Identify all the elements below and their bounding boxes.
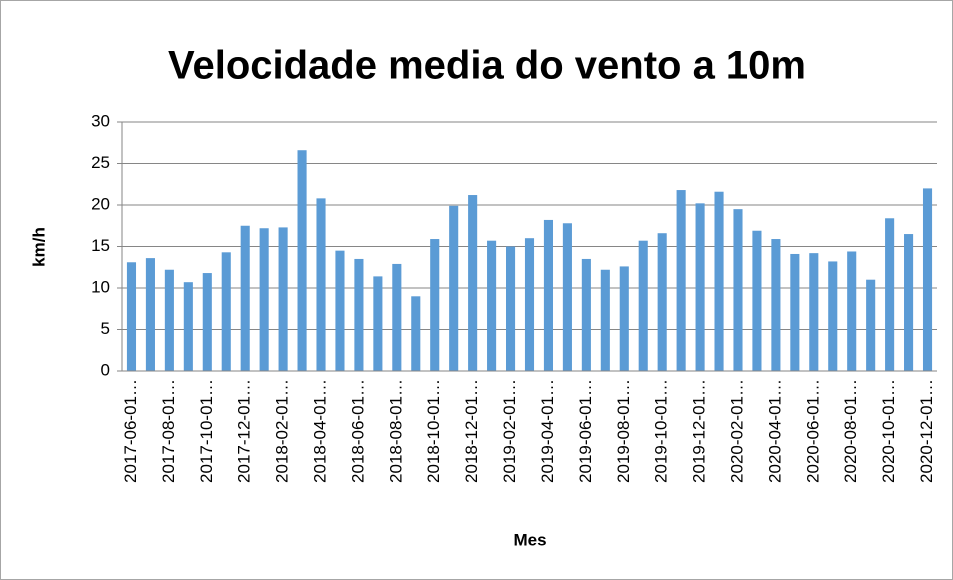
x-tick-label: 2020-12-01… — [917, 379, 936, 483]
bar — [221, 252, 231, 371]
bar — [543, 219, 554, 371]
bar — [487, 240, 497, 371]
x-tick-label: 2018-12-01… — [462, 379, 481, 483]
x-tick-label: 2018-04-01… — [310, 379, 329, 483]
bar — [828, 261, 838, 371]
bar — [411, 296, 421, 371]
bar — [752, 230, 762, 371]
x-tick-label: 2019-10-01… — [652, 379, 671, 483]
x-tick-label: 2019-04-01… — [538, 379, 557, 483]
y-tick-label: 20 — [91, 194, 110, 213]
bar — [771, 239, 781, 371]
bar — [524, 238, 535, 371]
x-tick-label: 2017-12-01… — [235, 379, 254, 483]
x-tick-label: 2020-04-01… — [765, 379, 784, 483]
x-tick-label: 2019-02-01… — [500, 379, 519, 483]
x-tick-label: 2018-02-01… — [273, 379, 292, 483]
bar — [240, 225, 250, 371]
bar — [392, 263, 402, 371]
y-tick-label: 0 — [101, 360, 110, 379]
bar — [449, 205, 459, 371]
y-tick-label: 5 — [101, 319, 110, 338]
bar — [164, 269, 174, 371]
bar — [126, 262, 137, 371]
bar — [183, 282, 193, 371]
bar — [790, 253, 800, 371]
x-tick-label: 2017-08-01… — [159, 379, 178, 483]
bar — [354, 258, 364, 371]
bar — [505, 246, 516, 371]
x-tick-label: 2017-10-01… — [197, 379, 216, 483]
x-tick-label: 2019-06-01… — [576, 379, 595, 483]
bar — [922, 188, 933, 371]
y-tick-label: 15 — [91, 236, 110, 255]
bar — [657, 233, 667, 371]
bar — [847, 251, 857, 371]
bar — [202, 273, 212, 371]
bar — [278, 227, 288, 371]
x-tick-label: 2020-10-01… — [879, 379, 898, 483]
x-tick-label: 2017-06-01… — [121, 379, 140, 483]
bar — [733, 209, 743, 371]
y-tick-label: 10 — [91, 277, 110, 296]
bar — [600, 269, 610, 371]
x-tick-label: 2020-06-01… — [803, 379, 822, 483]
bar — [259, 228, 269, 371]
y-tick-label: 30 — [91, 111, 110, 130]
bar — [581, 258, 591, 371]
bar — [809, 253, 819, 371]
bar — [904, 234, 914, 371]
x-tick-label: 2018-06-01… — [348, 379, 367, 483]
x-tick-label: 2019-12-01… — [690, 379, 709, 483]
bar — [866, 279, 876, 371]
x-tick-label: 2020-08-01… — [841, 379, 860, 483]
bar — [297, 150, 307, 371]
x-tick-label: 2018-10-01… — [424, 379, 443, 483]
bar — [676, 190, 686, 371]
bar — [145, 258, 155, 371]
bar — [695, 203, 705, 371]
chart-title: Velocidade media do vento a 10m — [168, 44, 806, 88]
bar — [316, 198, 326, 371]
x-tick-label: 2020-02-01… — [727, 379, 746, 483]
bar — [468, 195, 478, 371]
bar — [430, 239, 440, 371]
bar — [562, 223, 572, 371]
x-tick-label: 2019-08-01… — [614, 379, 633, 483]
bar — [619, 266, 629, 371]
bar — [885, 218, 895, 371]
bar — [373, 276, 383, 371]
bar — [714, 191, 724, 371]
bar — [335, 250, 345, 371]
y-tick-label: 25 — [91, 153, 110, 172]
x-tick-label: 2018-08-01… — [386, 379, 405, 483]
y-axis-label: km/h — [29, 227, 48, 267]
x-axis-label: Mes — [513, 530, 546, 549]
bar — [638, 240, 648, 371]
